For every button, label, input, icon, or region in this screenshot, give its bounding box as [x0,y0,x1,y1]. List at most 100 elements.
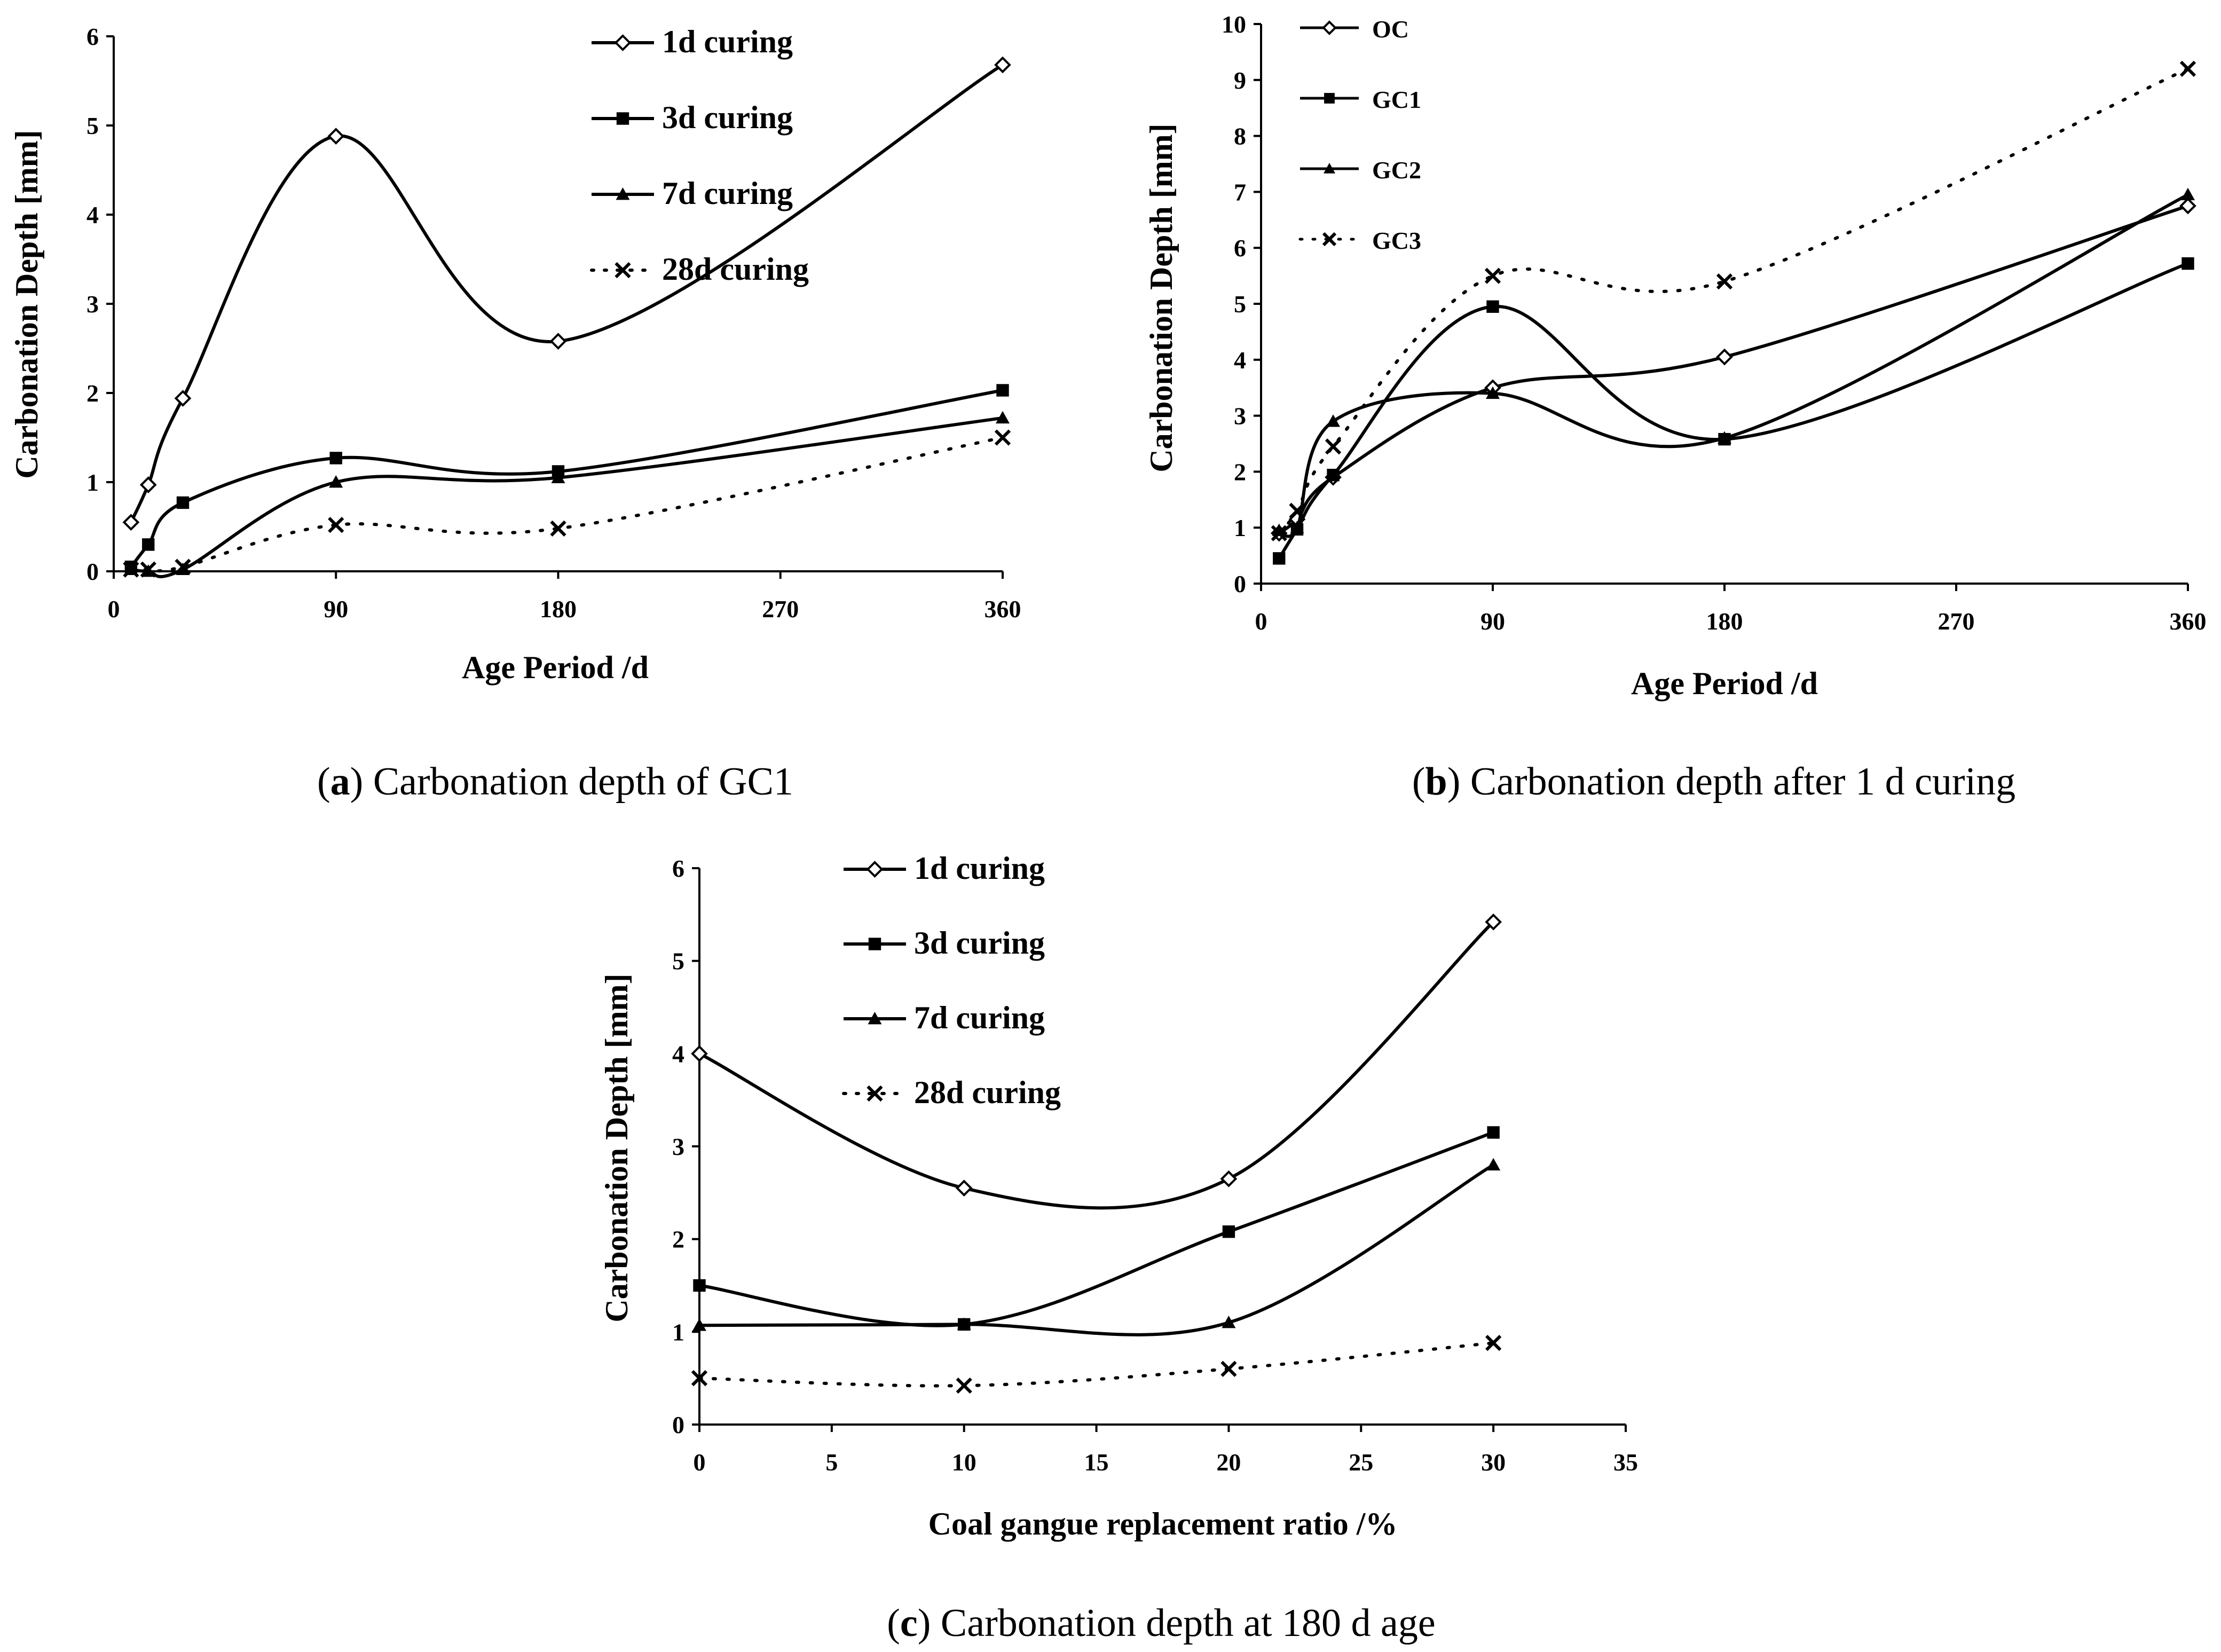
data-point [1716,348,1733,366]
y-axis-label: Carbonation Depth [mm] [1144,123,1179,472]
series-line-gc2 [1278,193,2189,538]
data-point [176,496,190,509]
data-point [692,1318,706,1331]
legend-label: 1d curing [662,24,793,59]
y-axis-label: Carbonation Depth [mm] [599,973,634,1322]
y-tick-label: 7 [1234,178,1246,206]
series-line-gc1 [1278,262,2189,560]
data-point [2179,197,2196,215]
data-point [1485,1335,1502,1351]
data-point [175,558,191,575]
legend-label: OC [1372,15,1409,43]
legend-label: 28d curing [914,1075,1061,1110]
data-point [140,561,156,578]
legend-label: GC3 [1372,227,1421,254]
data-point [1327,468,1340,482]
data-point [1486,300,1499,313]
legend-label: 7d curing [914,1000,1045,1035]
y-tick-label: 4 [86,201,99,229]
y-tick-label: 4 [672,1040,684,1067]
data-point [996,411,1010,424]
y-tick-label: 5 [1234,290,1246,318]
legend-marker [616,187,630,200]
legend-label: 1d curing [914,851,1045,886]
data-point [1325,438,1342,455]
data-point [1487,1126,1500,1139]
data-point [2179,60,2196,77]
legend-marker [868,1012,882,1025]
y-axis-label: Carbonation Depth [mm] [9,130,44,478]
data-point [1222,1225,1235,1238]
x-tick-label: 0 [108,595,120,623]
data-point [1222,1315,1236,1328]
series-line-7d-curing [131,416,1003,578]
legend-marker [1322,20,1337,35]
x-tick-label: 360 [985,595,1021,623]
legend-marker [868,938,881,950]
x-tick-label: 0 [694,1449,706,1476]
data-point [1718,431,1731,444]
data-point [329,452,342,465]
data-point [329,475,343,488]
x-tick-label: 15 [1084,1449,1109,1476]
legend-label: 7d curing [662,176,793,211]
series-line-gc3 [1277,67,2190,535]
y-tick-label: 6 [672,855,684,882]
y-tick-label: 4 [1234,347,1246,374]
y-tick-label: 3 [1234,403,1246,430]
data-point [994,429,1011,446]
legend-label: GC2 [1372,156,1421,184]
legend-marker [1324,163,1335,174]
y-tick-label: 3 [672,1133,684,1160]
legend-label: 3d curing [662,100,793,135]
legend-marker [1324,93,1335,104]
legend-marker [867,1085,883,1102]
data-point [691,1045,708,1063]
data-point [956,1377,972,1394]
data-point [1326,414,1341,427]
series-line-oc [1278,204,2188,535]
series-line-1d-curing [698,921,1495,1210]
x-tick-label: 25 [1349,1449,1373,1476]
legend-label: 28d curing [662,251,809,287]
data-point [551,470,565,484]
chart-b: 0 1 2 3 4 5 6 7 8 9 10 0 90 180 270 360 Carbonation Dept… [1144,11,2207,804]
data-point [122,514,140,531]
x-axis-label: Coal gangue replacement ratio /% [928,1506,1398,1541]
y-tick-label: 0 [672,1411,684,1438]
data-point [1220,1360,1237,1377]
x-tick-label: 20 [1216,1449,1241,1476]
data-point [996,384,1009,397]
x-tick-label: 270 [1938,608,1975,635]
y-tick-label: 0 [1234,570,1246,597]
series-line-3d-curing [130,389,1003,568]
data-point [955,1179,973,1197]
data-point [174,390,192,407]
x-tick-label: 5 [825,1449,838,1476]
x-axis-label: Age Period /d [1631,666,1818,701]
y-tick-label: 2 [672,1226,684,1253]
y-tick-label: 6 [1234,234,1246,262]
figure-caption: (b) Carbonation depth after 1 d curing [1412,760,2015,804]
y-tick-label: 5 [672,948,684,975]
data-point [1289,502,1305,519]
data-point [1484,268,1501,284]
data-point [1273,552,1286,565]
data-point [691,1370,708,1387]
y-tick-label: 0 [86,558,99,585]
data-point [957,1317,971,1330]
y-tick-label: 10 [1222,11,1246,38]
data-point [693,1279,706,1292]
data-point [2181,257,2194,270]
x-tick-label: 180 [540,595,577,623]
data-point [328,517,344,533]
legend-label: GC1 [1372,86,1421,113]
y-tick-label: 2 [86,380,99,407]
y-tick-label: 1 [1234,514,1246,541]
data-point [123,561,139,578]
chart-a: 0 1 2 3 4 5 6 0 90 180 270 360 Carbonation Depth [mm… [9,23,1021,804]
data-point [2181,187,2195,201]
data-point [142,538,155,551]
data-point [1485,913,1502,931]
